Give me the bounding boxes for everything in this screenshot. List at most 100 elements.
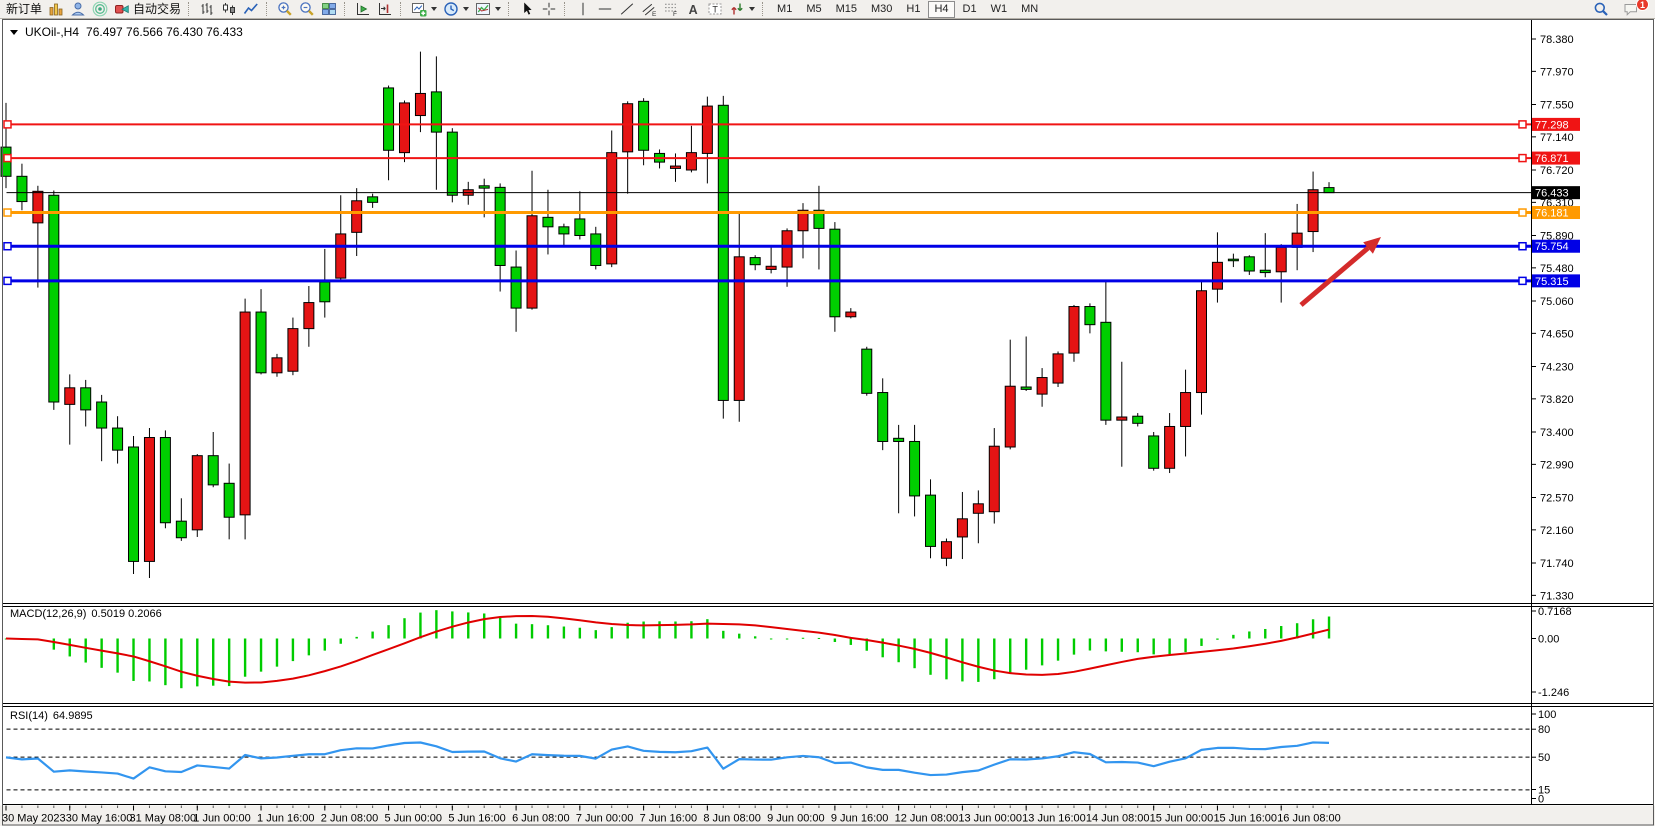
price-axis[interactable]: 78.38077.97077.55077.14076.72076.31075.8… (1531, 34, 1581, 806)
price-axis-label: 75.480 (1540, 263, 1574, 275)
fibonacci-button[interactable]: F (660, 1, 682, 18)
rsi-layer (5, 728, 1532, 791)
macd-axis-label: -1.246 (1538, 687, 1569, 699)
timeframe-button-d1[interactable]: D1 (962, 2, 977, 15)
price-axis-label: 75.890 (1540, 230, 1574, 242)
rsi-value: 64.9895 (52, 710, 93, 722)
news-signal-button[interactable] (89, 1, 111, 18)
time-axis-label: 13 Jun 00:00 (958, 813, 1022, 825)
chevron-down-icon[interactable] (431, 7, 438, 11)
svg-text:E: E (652, 11, 657, 17)
price-axis-label: 73.400 (1540, 427, 1574, 439)
timeframe-button-h4[interactable]: H4 (928, 0, 955, 18)
auto-trading-button[interactable]: 自动交易 (111, 1, 184, 18)
horizontal-lines-layer[interactable] (3, 120, 1532, 286)
search-button[interactable] (1590, 1, 1612, 18)
chart-canvas[interactable]: 78.38077.97077.55077.14076.72076.31075.8… (0, 19, 1655, 826)
chevron-down-icon[interactable] (749, 7, 756, 11)
text-icon: A (689, 3, 698, 17)
time-axis-label: 5 Jun 16:00 (448, 813, 506, 825)
new-order-button[interactable]: 新订单 (3, 1, 45, 18)
price-axis-label: 72.570 (1540, 492, 1574, 504)
hline-handle[interactable] (1518, 241, 1527, 251)
time-axis-label: 5 Jun 00:00 (385, 813, 443, 825)
macd-indicator-label: MACD(12,26,9) 0.5019 0.2066 (10, 608, 162, 620)
svg-text:A: A (689, 3, 698, 17)
hline-handle[interactable] (1518, 208, 1527, 217)
vline-icon (582, 2, 584, 16)
timeframe-button-m5[interactable]: M5 (806, 2, 822, 15)
hline-handle[interactable] (3, 241, 12, 251)
time-axis-label: 30 May 16:00 (66, 813, 133, 825)
hline-handle[interactable] (3, 120, 12, 129)
chevron-down-icon[interactable] (463, 7, 470, 11)
time-axis-label: 16 Jun 08:00 (1277, 813, 1341, 825)
zoom-in-button[interactable] (274, 1, 296, 18)
label-button[interactable]: T (704, 1, 726, 18)
hline-handle[interactable] (1518, 276, 1527, 286)
line-chart-button[interactable] (240, 1, 262, 18)
price-axis-label: 71.330 (1540, 590, 1574, 602)
shapes-icon (731, 3, 743, 15)
trendline-button[interactable] (616, 1, 638, 18)
candle-chart-button[interactable] (218, 1, 240, 18)
zoom-out-icon (300, 2, 314, 16)
hline-handle[interactable] (1518, 120, 1527, 129)
symbol-dropdown-icon[interactable] (10, 29, 18, 35)
annotation-arrow[interactable] (1299, 237, 1381, 307)
time-axis-label: 9 Jun 16:00 (831, 813, 889, 825)
hline-handle[interactable] (1518, 153, 1527, 163)
chevron-down-icon[interactable] (495, 7, 502, 11)
cursor-button[interactable] (516, 1, 538, 18)
new-chart-button[interactable] (408, 1, 440, 18)
crosshair-icon (542, 2, 556, 16)
price-axis-label: 72.990 (1540, 459, 1574, 471)
zoom-out-button[interactable] (296, 1, 318, 18)
hline-handle[interactable] (3, 208, 12, 217)
price-axis-label: 74.230 (1540, 361, 1574, 373)
timeframe-button-h1[interactable]: H1 (906, 2, 921, 15)
rsi-axis-label: 50 (1538, 752, 1550, 764)
profile-button[interactable] (67, 1, 89, 18)
timeframe-button-m30[interactable]: M30 (871, 2, 893, 15)
bar-chart-icon (201, 3, 213, 15)
hline-handle[interactable] (3, 276, 12, 286)
shapes-button[interactable] (726, 1, 758, 18)
channel-button[interactable]: E (638, 1, 660, 18)
candle-chart-icon (223, 3, 236, 15)
time-axis-label: 15 Jun 16:00 (1213, 813, 1277, 825)
tile-windows-button[interactable] (318, 1, 340, 18)
notification-badge: 1 (1636, 0, 1649, 11)
macd-axis-label: 0.00 (1538, 634, 1559, 646)
chart-shift-icon (379, 3, 392, 15)
toolbar-separator (188, 2, 191, 16)
time-axis-label: 15 Jun 00:00 (1150, 813, 1214, 825)
charts-button[interactable] (45, 1, 67, 18)
hline-handle[interactable] (3, 153, 12, 163)
macd-values: 0.5019 0.2066 (91, 608, 162, 620)
notifications-button[interactable]: 1 (1620, 0, 1649, 18)
template-button[interactable] (472, 1, 504, 18)
crosshair-button[interactable] (538, 1, 560, 18)
fibonacci-icon: F (665, 3, 677, 17)
timeframe-button-m15[interactable]: M15 (835, 2, 857, 15)
price-axis-label: 72.160 (1540, 525, 1574, 537)
price-line-tag: 76.433 (1535, 188, 1569, 200)
macd-axis-label: 0.7168 (1538, 606, 1572, 618)
vline-button[interactable] (572, 1, 594, 18)
timeframe-button-mn[interactable]: MN (1021, 2, 1039, 15)
hline-button[interactable] (594, 1, 616, 18)
text-button[interactable]: A (682, 1, 704, 18)
auto-scroll-icon (357, 3, 370, 15)
chart-window[interactable]: 78.380 77.970 77.550 77.140 76.720 76.310 75.8… (0, 19, 1655, 826)
timeframe-button-w1[interactable]: W1 (990, 2, 1008, 15)
auto-scroll-button[interactable] (352, 1, 374, 18)
time-axis-label: 12 Jun 08:00 (895, 813, 959, 825)
candles-layer (0, 51, 1335, 578)
chart-shift-button[interactable] (374, 1, 396, 18)
time-axis-label: 2 Jun 08:00 (321, 813, 379, 825)
timeframe-button-m1[interactable]: M1 (777, 2, 793, 15)
period-button[interactable] (440, 1, 472, 18)
bar-chart-button[interactable] (196, 1, 218, 18)
